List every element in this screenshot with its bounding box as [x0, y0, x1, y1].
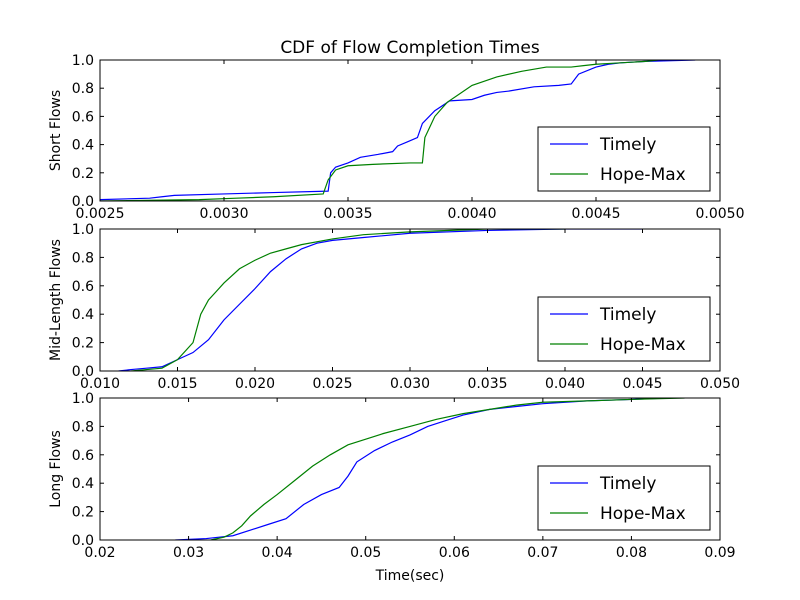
series-line-hope-max	[130, 229, 565, 371]
x-tick-label: 0.010	[80, 376, 120, 392]
y-tick-label: 0.0	[72, 194, 94, 210]
legend: Timely Hope-Max	[537, 465, 711, 531]
x-tick-label: 0.020	[235, 376, 275, 392]
legend: Timely Hope-Max	[537, 126, 711, 192]
x-tick-label: 0.045	[622, 376, 662, 392]
y-tick-label: 1.0	[72, 222, 94, 238]
y-tick-label: 0.0	[72, 364, 94, 380]
x-tick-label: 0.08	[616, 545, 647, 561]
y-tick-label: 1.0	[72, 391, 94, 407]
y-tick-label: 0.6	[72, 279, 94, 295]
x-tick-label: 0.0045	[572, 206, 621, 222]
x-tick-label: 0.0035	[324, 206, 373, 222]
legend-label-timely: Timely	[599, 135, 656, 155]
x-tick-label: 0.0030	[200, 206, 249, 222]
plot-frame	[99, 397, 721, 541]
x-tick-label: 0.015	[157, 376, 197, 392]
legend-label-timely: Timely	[599, 305, 656, 325]
y-tick-label: 0.4	[72, 476, 94, 492]
legend-label-hope-max: Hope-Max	[600, 504, 686, 524]
y-tick-label: 0.8	[72, 250, 94, 266]
y-tick-label: 0.4	[72, 138, 94, 154]
plot-frame	[99, 59, 721, 202]
x-tick-label: 0.040	[545, 376, 585, 392]
y-tick-label: 1.0	[72, 53, 94, 69]
legend-box	[537, 465, 711, 531]
chart-title: CDF of Flow Completion Times	[280, 38, 540, 58]
legend-box	[537, 296, 711, 362]
x-tick-label: 0.06	[439, 545, 470, 561]
x-tick-label: 0.030	[390, 376, 430, 392]
y-axis-label: Mid-Length Flows	[48, 239, 64, 361]
series-line-hope-max	[210, 398, 685, 540]
legend-label-hope-max: Hope-Max	[600, 335, 686, 355]
legend-label-hope-max: Hope-Max	[600, 165, 686, 185]
x-tick-label: 0.025	[312, 376, 352, 392]
y-axis-label: Short Flows	[48, 90, 64, 171]
x-tick-label: 0.0040	[448, 206, 497, 222]
x-tick-label: 0.0050	[696, 206, 745, 222]
x-tick-label: 0.09	[704, 545, 735, 561]
y-tick-label: 0.2	[72, 505, 94, 521]
series-line-timely	[118, 229, 643, 371]
x-tick-label: 0.035	[467, 376, 507, 392]
x-tick-label: 0.04	[262, 545, 293, 561]
subplot-2: 0.010 0.015 0.020 0.025 0.030 0.035 0.040 0.045…	[48, 222, 740, 392]
y-tick-label: 0.8	[72, 419, 94, 435]
series-line-timely	[100, 60, 696, 201]
legend-box	[537, 126, 711, 192]
x-tick-label: 0.07	[527, 545, 558, 561]
y-axis-label: Long Flows	[48, 430, 64, 508]
x-tick-label: 0.050	[700, 376, 740, 392]
y-tick-label: 0.4	[72, 307, 94, 323]
x-axis-label: Time(sec)	[375, 568, 445, 584]
series-line-hope-max	[100, 60, 659, 201]
legend-label-timely: Timely	[599, 474, 656, 494]
x-tick-label: 0.0025	[76, 206, 125, 222]
subplots: 0.0025 0.0030 0.0035 0.0040 0.0045 0.00500.00…	[48, 53, 745, 584]
x-tick-label: 0.02	[84, 545, 115, 561]
subplot-1: 0.0025 0.0030 0.0035 0.0040 0.0045 0.0050 0.0 0…	[48, 53, 745, 222]
y-tick-label: 0.2	[72, 336, 94, 352]
y-tick-label: 0.6	[72, 109, 94, 125]
legend: Timely Hope-Max	[537, 296, 711, 362]
y-tick-label: 0.2	[72, 166, 94, 182]
x-tick-label: 0.05	[350, 545, 381, 561]
y-tick-label: 0.8	[72, 81, 94, 97]
series-line-timely	[175, 398, 667, 540]
y-tick-label: 0.0	[72, 533, 94, 549]
y-tick-label: 0.6	[72, 448, 94, 464]
subplot-3: 0.02 0.03 0.04 0.05 0.06 0.07 0.08 0.09 0.0 0.2 0.…	[48, 391, 736, 584]
x-tick-label: 0.03	[173, 545, 204, 561]
